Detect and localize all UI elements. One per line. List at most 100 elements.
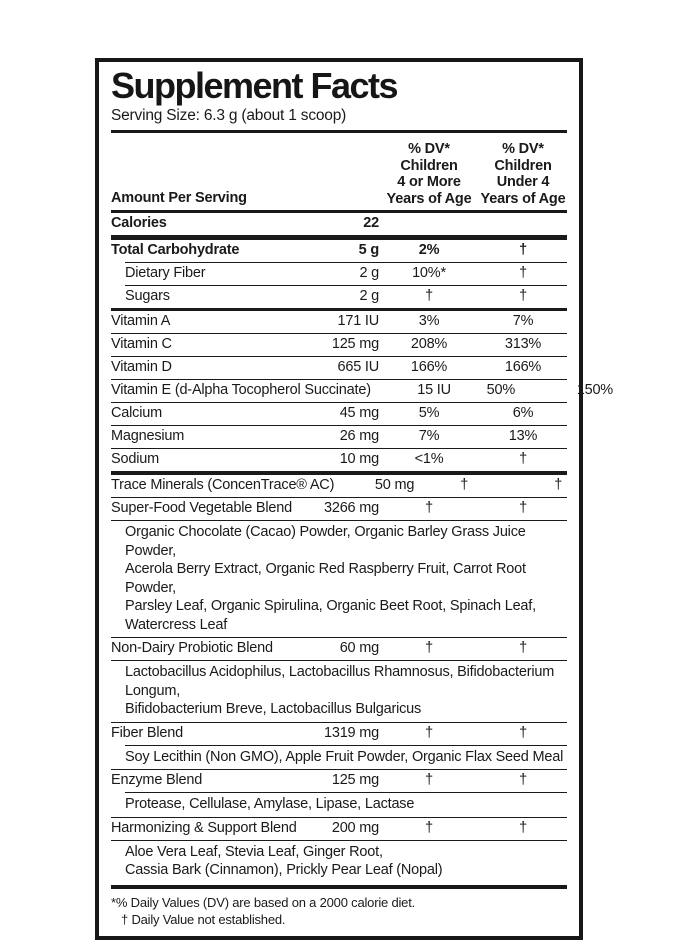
table-row: Non-Dairy Probiotic Blend 60 mg † † xyxy=(111,638,567,660)
cell-dv2: † xyxy=(519,724,527,741)
cell-name: Calories xyxy=(111,215,167,232)
cell-dv1: <1% xyxy=(414,451,444,468)
cell-amount: 45 mg xyxy=(339,405,380,422)
table-row: Sugars 2 g † † xyxy=(111,286,567,308)
cell-name: Fiber Blend xyxy=(111,724,183,741)
cell-name: Calcium xyxy=(111,405,162,422)
table-row: Enzyme Blend 125 mg † † xyxy=(111,770,567,792)
separator xyxy=(111,816,567,818)
cell-name: Vitamin E (d-Alpha Tocopherol Succinate) xyxy=(111,382,371,399)
footnotes: *% Daily Values (DV) are based on a 2000… xyxy=(111,884,567,930)
cell-dv2: 313% xyxy=(504,336,542,353)
separator xyxy=(125,792,567,794)
separator xyxy=(111,839,567,841)
separator xyxy=(111,379,567,381)
cell-amount: 125 mg xyxy=(331,772,379,789)
cell-dv1: 166% xyxy=(410,359,448,376)
cell-dv1: † xyxy=(425,772,433,789)
ingredient-list: Aloe Vera Leaf, Stevia Leaf, Ginger Root… xyxy=(125,843,443,879)
cell-amount: 665 IU xyxy=(337,359,379,376)
cell-dv2: † xyxy=(519,772,527,789)
cell-dv1: † xyxy=(425,819,433,836)
cell-dv2: 166% xyxy=(504,359,542,376)
cell-dv1: 10%* xyxy=(412,265,446,282)
table-row: Magnesium 26 mg 7% 13% xyxy=(111,426,567,448)
separator xyxy=(111,497,567,499)
table-row: Vitamin E (d-Alpha Tocopherol Succinate)… xyxy=(111,380,613,402)
divider xyxy=(111,130,567,134)
cell-amount: 60 mg xyxy=(339,640,380,657)
cell-dv1: 7% xyxy=(418,428,440,445)
panel-title: Supplement Facts xyxy=(111,65,399,106)
cell-name: Vitamin A xyxy=(111,313,171,330)
cell-amount: 125 mg xyxy=(331,336,379,353)
separator xyxy=(111,356,567,358)
cell-dv2: 6% xyxy=(512,405,534,422)
cell-dv1: † xyxy=(425,640,433,657)
ingredient-list: Organic Chocolate (Cacao) Powder, Organi… xyxy=(125,524,536,633)
cell-name: Super-Food Vegetable Blend xyxy=(111,500,293,517)
facts-rows: Calories 22 Total Carbohydrate 5 g 2% † Dietar… xyxy=(111,213,613,883)
ingredient-list: Soy Lecithin (Non GMO), Apple Fruit Powd… xyxy=(125,748,564,765)
cell-name: Sugars xyxy=(125,288,170,305)
cell-dv2: † xyxy=(519,288,527,305)
cell-dv2: 13% xyxy=(508,428,538,445)
table-row: Super-Food Vegetable Blend 3266 mg † † xyxy=(111,498,567,520)
ingredient-list: Protease, Cellulase, Amylase, Lipase, La… xyxy=(125,796,415,813)
separator xyxy=(111,637,567,639)
separator xyxy=(111,308,567,312)
cell-name: Harmonizing & Support Blend xyxy=(111,819,297,836)
serving-size: Serving Size: 6.3 g (about 1 scoop) xyxy=(111,107,347,125)
cell-name: Vitamin D xyxy=(111,359,172,376)
table-row: Fiber Blend 1319 mg † † xyxy=(111,723,567,745)
cell-dv2: † xyxy=(519,451,527,468)
cell-dv1: 2% xyxy=(418,242,440,259)
separator xyxy=(125,744,567,746)
cell-name: Total Carbohydrate xyxy=(111,242,240,259)
cell-dv1: 50% xyxy=(486,382,516,399)
cell-name: Vitamin C xyxy=(111,336,172,353)
ingredient-list: Lactobacillus Acidophilus, Lactobacillus… xyxy=(125,664,555,718)
cell-amount: 171 IU xyxy=(337,313,379,330)
cell-amount: 1319 mg xyxy=(323,724,379,741)
cell-amount: 22 xyxy=(363,215,379,232)
separator xyxy=(111,235,567,241)
cell-dv1: 208% xyxy=(410,336,448,353)
separator xyxy=(125,285,567,287)
cell-dv2: † xyxy=(519,242,527,259)
footnote-daily-values: *% Daily Values (DV) are based on a 2000… xyxy=(111,894,416,910)
cell-dv2: 150% xyxy=(576,382,614,399)
table-row: Vitamin A 171 IU 3% 7% xyxy=(111,311,567,333)
table-row: Calories 22 xyxy=(111,213,567,235)
table-row: Trace Minerals (ConcenTrace® AC) 50 mg † † xyxy=(111,475,567,497)
cell-name: Trace Minerals (ConcenTrace® AC) xyxy=(111,477,335,494)
cell-name: Non-Dairy Probiotic Blend xyxy=(111,640,273,657)
cell-dv1: 3% xyxy=(418,313,440,330)
separator xyxy=(111,402,567,404)
dv-children-under-4-header: % DV* Children Under 4 Years of Age xyxy=(480,141,566,207)
separator xyxy=(111,448,567,450)
cell-name: Enzyme Blend xyxy=(111,772,203,789)
table-row: Dietary Fiber 2 g 10%* † xyxy=(111,263,567,285)
amount-per-serving-header: Amount Per Serving xyxy=(111,189,247,206)
cell-dv2: † xyxy=(519,819,527,836)
cell-dv1: † xyxy=(425,288,433,305)
cell-name: Sodium xyxy=(111,451,159,468)
cell-amount: 3266 mg xyxy=(323,500,379,517)
table-row: Vitamin D 665 IU 166% 166% xyxy=(111,357,567,379)
cell-dv2: 7% xyxy=(512,313,534,330)
cell-amount: 26 mg xyxy=(339,428,380,445)
separator xyxy=(111,660,567,662)
cell-name: Dietary Fiber xyxy=(125,265,206,282)
cell-dv1: 5% xyxy=(418,405,440,422)
cell-name: Magnesium xyxy=(111,428,185,445)
separator xyxy=(111,333,567,335)
supplement-facts-panel: Supplement Facts Serving Size: 6.3 g (ab… xyxy=(95,58,613,940)
cell-dv1: † xyxy=(425,500,433,517)
table-row: Calcium 45 mg 5% 6% xyxy=(111,403,567,425)
footnote-not-established: † Daily Value not established. xyxy=(121,911,286,927)
dv-children-4-or-more-header: % DV* Children 4 or More Years of Age xyxy=(386,141,472,207)
cell-amount: 10 mg xyxy=(339,451,380,468)
cell-dv2: † xyxy=(519,265,527,282)
